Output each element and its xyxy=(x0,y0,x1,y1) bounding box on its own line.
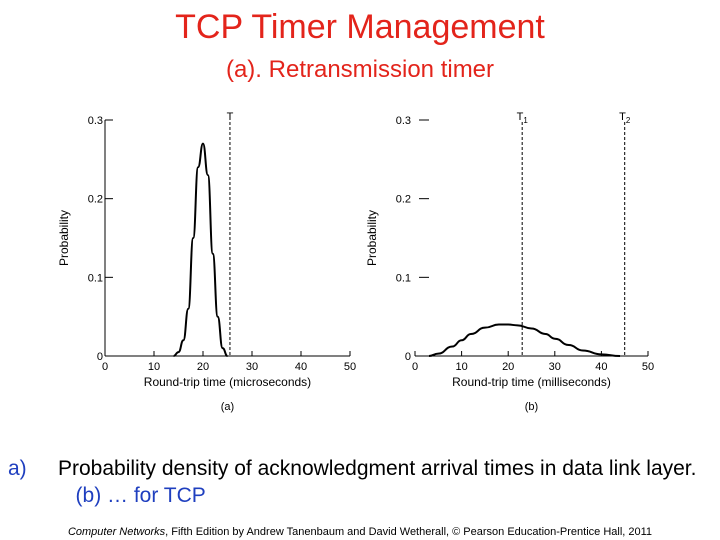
y-tick-label: 0.2 xyxy=(88,194,103,206)
x-tick-label: 30 xyxy=(246,361,258,373)
chart-panel-2: 0 0.1 0.2 0.3 0 10 20 30 40 50 Round-trip time (mi… xyxy=(365,111,654,413)
page-title: TCP Timer Management xyxy=(175,8,545,46)
timeout-marker-label: T2 xyxy=(619,111,631,125)
y-tick-label: 0.1 xyxy=(88,272,103,284)
y-tick-label: 0.3 xyxy=(396,115,411,127)
credit-rest: , Fifth Edition by Andrew Tanenbaum and … xyxy=(165,526,653,538)
y-tick-label: 0 xyxy=(97,351,103,363)
credit-line: Computer Networks, Fifth Edition by Andr… xyxy=(0,526,720,538)
x-tick-label: 0 xyxy=(102,361,108,373)
chart-panel-1: 0 0.1 0.2 0.3 0 10 20 30 40 50 Round-trip time (mi… xyxy=(57,111,356,413)
x-tick-label: 20 xyxy=(197,361,209,373)
y-tick-label: 0.3 xyxy=(88,115,103,127)
timeout-marker-label: T xyxy=(227,111,234,123)
panel-label: (b) xyxy=(525,401,538,413)
x-tick-label: 40 xyxy=(295,361,307,373)
x-tick-label: 50 xyxy=(642,361,654,373)
y-tick-label: 0 xyxy=(405,351,411,363)
credit-book: Computer Networks xyxy=(67,526,166,538)
x-tick-label: 20 xyxy=(502,361,514,373)
series-line xyxy=(428,323,621,357)
caption-text-b: (b) … for TCP xyxy=(75,484,206,507)
x-tick-label: 10 xyxy=(148,361,160,373)
caption-marker: a) xyxy=(8,457,27,480)
y-axis-label: Probability xyxy=(57,210,71,266)
y-tick-label: 0.1 xyxy=(396,272,411,284)
panel-label: (a) xyxy=(221,401,234,413)
x-axis-label: Round-trip time (microseconds) xyxy=(144,375,311,389)
y-axis-label: Probability xyxy=(365,210,379,266)
x-axis-label: Round-trip time (milliseconds) xyxy=(452,375,611,389)
x-tick-label: 10 xyxy=(455,361,467,373)
y-tick-label: 0.2 xyxy=(396,194,411,206)
x-tick-label: 50 xyxy=(344,361,356,373)
timeout-marker-subscript: 2 xyxy=(626,116,631,125)
x-tick-label: 40 xyxy=(595,361,607,373)
caption-body: Probability density of acknowledgment ar… xyxy=(58,455,698,509)
timeout-marker-subscript: 1 xyxy=(523,116,528,125)
x-tick-label: 30 xyxy=(549,361,561,373)
timeout-marker-label: T1 xyxy=(517,111,529,125)
series-line xyxy=(173,142,228,357)
x-tick-label: 0 xyxy=(412,361,418,373)
caption-text: Probability density of acknowledgment ar… xyxy=(58,457,697,480)
page-subtitle: (a). Retransmission timer xyxy=(225,56,495,83)
